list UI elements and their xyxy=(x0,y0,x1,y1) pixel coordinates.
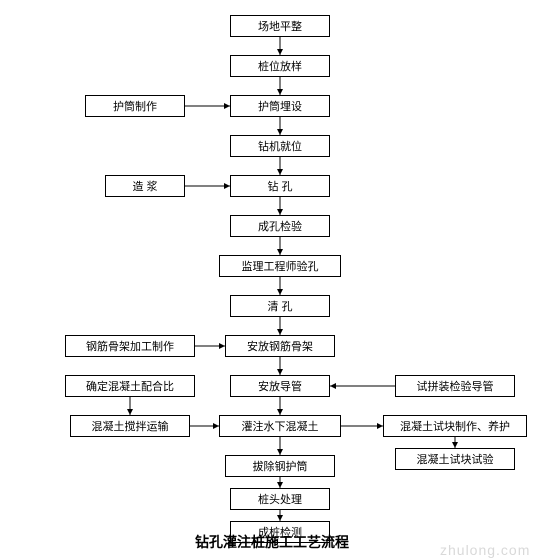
flow-node-n4: 钻机就位 xyxy=(230,135,330,157)
watermark: zhulong.com xyxy=(440,542,530,558)
flow-node-n12: 拔除钢护筒 xyxy=(225,455,335,477)
flow-node-r1: 试拼装检验导管 xyxy=(395,375,515,397)
flow-node-n11: 灌注水下混凝土 xyxy=(219,415,341,437)
flow-node-s2: 造 浆 xyxy=(105,175,185,197)
flow-node-s3: 钢筋骨架加工制作 xyxy=(65,335,195,357)
flow-node-s5: 混凝土搅拌运输 xyxy=(70,415,190,437)
flow-node-r3: 混凝土试块试验 xyxy=(395,448,515,470)
flow-node-n10: 安放导管 xyxy=(230,375,330,397)
flow-node-n1: 场地平整 xyxy=(230,15,330,37)
flow-node-n3: 护筒埋设 xyxy=(230,95,330,117)
flow-node-s1: 护筒制作 xyxy=(85,95,185,117)
flow-node-n5: 钻 孔 xyxy=(230,175,330,197)
flow-node-n2: 桩位放样 xyxy=(230,55,330,77)
flow-node-n8: 清 孔 xyxy=(230,295,330,317)
flow-node-n13: 桩头处理 xyxy=(230,488,330,510)
flow-node-n7: 监理工程师验孔 xyxy=(219,255,341,277)
flow-node-s4: 确定混凝土配合比 xyxy=(65,375,195,397)
flow-node-n6: 成孔检验 xyxy=(230,215,330,237)
flow-node-r2: 混凝土试块制作、养护 xyxy=(383,415,527,437)
flow-node-n9: 安放钢筋骨架 xyxy=(225,335,335,357)
diagram-title: 钻孔灌注桩施工工艺流程 xyxy=(195,532,349,552)
